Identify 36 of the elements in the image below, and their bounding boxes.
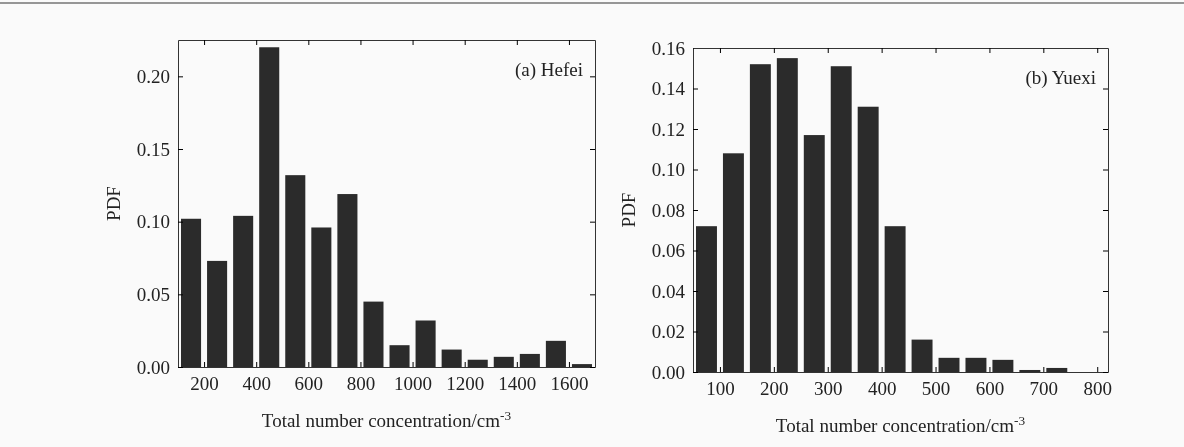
annotation: (a) Hefei bbox=[514, 59, 583, 81]
y-tick-label: 0.10 bbox=[651, 159, 685, 181]
y-tick-label: 0.12 bbox=[651, 118, 685, 140]
x-tick-label: 400 bbox=[867, 378, 897, 400]
y-tick-label: 0.00 bbox=[651, 361, 685, 383]
x-tick-label: 1000 bbox=[394, 373, 433, 395]
y-tick-label: 0.00 bbox=[136, 356, 170, 378]
x-tick-label: 600 bbox=[294, 373, 324, 395]
x-axis-title: Total number concentration/cm$^{-3}$ bbox=[261, 407, 512, 431]
x-tick-label: 800 bbox=[346, 373, 376, 395]
y-tick-label: 0.10 bbox=[136, 211, 170, 233]
x-tick-label: 800 bbox=[1083, 378, 1112, 400]
y-tick-label: 0.05 bbox=[136, 283, 170, 305]
y-tick-label: 0.20 bbox=[136, 65, 170, 87]
x-tick-label: 200 bbox=[760, 378, 789, 400]
y-tick-label: 0.14 bbox=[651, 78, 686, 100]
x-tick-label: 1200 bbox=[446, 373, 485, 395]
y-tick-label: 0.15 bbox=[136, 138, 170, 160]
x-tick-label: 1400 bbox=[498, 373, 537, 395]
y-tick-label: 0.06 bbox=[651, 240, 685, 262]
x-tick-label: 300 bbox=[813, 378, 843, 400]
x-tick-label: 600 bbox=[975, 378, 1005, 400]
x-tick-label: 500 bbox=[921, 378, 951, 400]
x-tick-label: 700 bbox=[1029, 378, 1059, 400]
y-axis-title: PDF bbox=[618, 192, 639, 228]
x-axis-title: Total number concentration/cm$^{-3}$ bbox=[775, 412, 1026, 436]
x-tick-label: 400 bbox=[242, 373, 271, 395]
y-tick-label: 0.02 bbox=[651, 321, 685, 343]
y-tick-label: 0.04 bbox=[651, 280, 686, 302]
y-axis-title: PDF bbox=[103, 186, 124, 221]
x-tick-label: 200 bbox=[190, 373, 219, 395]
x-tick-label: 100 bbox=[706, 378, 735, 400]
y-tick-label: 0.16 bbox=[651, 37, 685, 59]
y-tick-label: 0.08 bbox=[651, 199, 685, 221]
annotation: (b) Yuexi bbox=[1025, 67, 1096, 89]
x-tick-label: 1600 bbox=[550, 373, 589, 395]
